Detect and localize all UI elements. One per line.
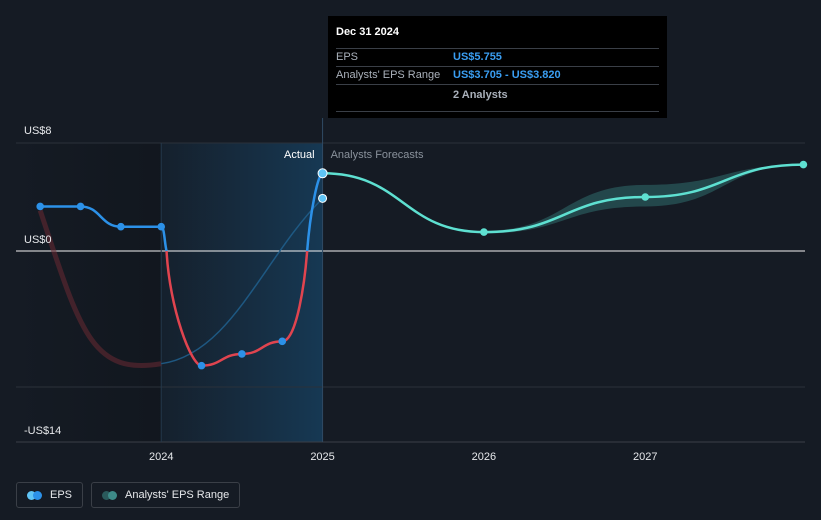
eps-line-segment	[80, 205, 121, 228]
eps-line-segment	[241, 340, 283, 356]
eps-line-segment	[201, 352, 242, 367]
eps-point	[317, 168, 328, 179]
past-estimate-point	[318, 193, 328, 203]
legend-item-eps[interactable]: EPS	[16, 482, 84, 508]
forecast-eps-line	[322, 163, 804, 234]
tooltip-row-analysts: 2 Analysts	[336, 85, 659, 112]
highlight-year-shade	[161, 143, 323, 442]
eps-point	[278, 337, 287, 346]
eps-line-segment	[281, 250, 309, 343]
legend: EPS Analysts' EPS Range	[16, 482, 241, 508]
forecast-point	[641, 193, 650, 201]
x-tick-label: 2026	[472, 451, 496, 463]
tooltip-analysts-key	[336, 85, 453, 111]
tooltip-eps-key: EPS	[336, 51, 359, 63]
x-tick-label: 2027	[633, 451, 657, 463]
eps-point	[76, 202, 85, 211]
eps-dots-icon	[27, 490, 42, 500]
forecast-range-band	[322, 164, 804, 234]
tooltip-row-range: Analysts' EPS Range US$3.705 - US$3.820	[336, 67, 659, 85]
section-label-actual: Actual	[284, 149, 315, 161]
x-tick-label: 2025	[310, 451, 334, 463]
eps-point	[238, 350, 246, 358]
eps-point	[197, 361, 206, 370]
y-tick-label: US$0	[24, 234, 52, 246]
tooltip-date: Dec 31 2024	[336, 24, 659, 49]
legend-eps-label: EPS	[50, 489, 73, 501]
eps-point	[36, 202, 45, 211]
tooltip-range-value: US$3.705 - US$3.820	[453, 69, 561, 81]
tooltip: Dec 31 2024 EPS US$5.755 Analysts' EPS R…	[328, 16, 667, 118]
forecast-point	[480, 228, 488, 236]
tooltip-eps-value: US$5.755	[453, 51, 502, 63]
range-dots-icon	[102, 490, 118, 500]
y-tick-label: US$8	[24, 125, 52, 137]
forecast-point	[799, 160, 808, 169]
section-label-forecast: Analysts Forecasts	[331, 149, 424, 161]
past-estimate-positive-line	[161, 197, 324, 365]
tooltip-analysts-value: 2 Analysts	[453, 89, 508, 101]
eps-point	[157, 222, 166, 231]
eps-line-segment	[165, 250, 202, 367]
x-tick-label: 2024	[149, 451, 173, 463]
past-estimate-negative-line	[37, 209, 162, 368]
past-period-shade	[16, 143, 162, 442]
y-tick-label: -US$14	[24, 425, 61, 437]
legend-range-label: Analysts' EPS Range	[125, 489, 230, 501]
tooltip-range-key: Analysts' EPS Range	[336, 69, 441, 81]
tooltip-row-eps: EPS US$5.755	[336, 49, 659, 67]
eps-point	[117, 222, 125, 231]
legend-item-range[interactable]: Analysts' EPS Range	[91, 482, 241, 508]
